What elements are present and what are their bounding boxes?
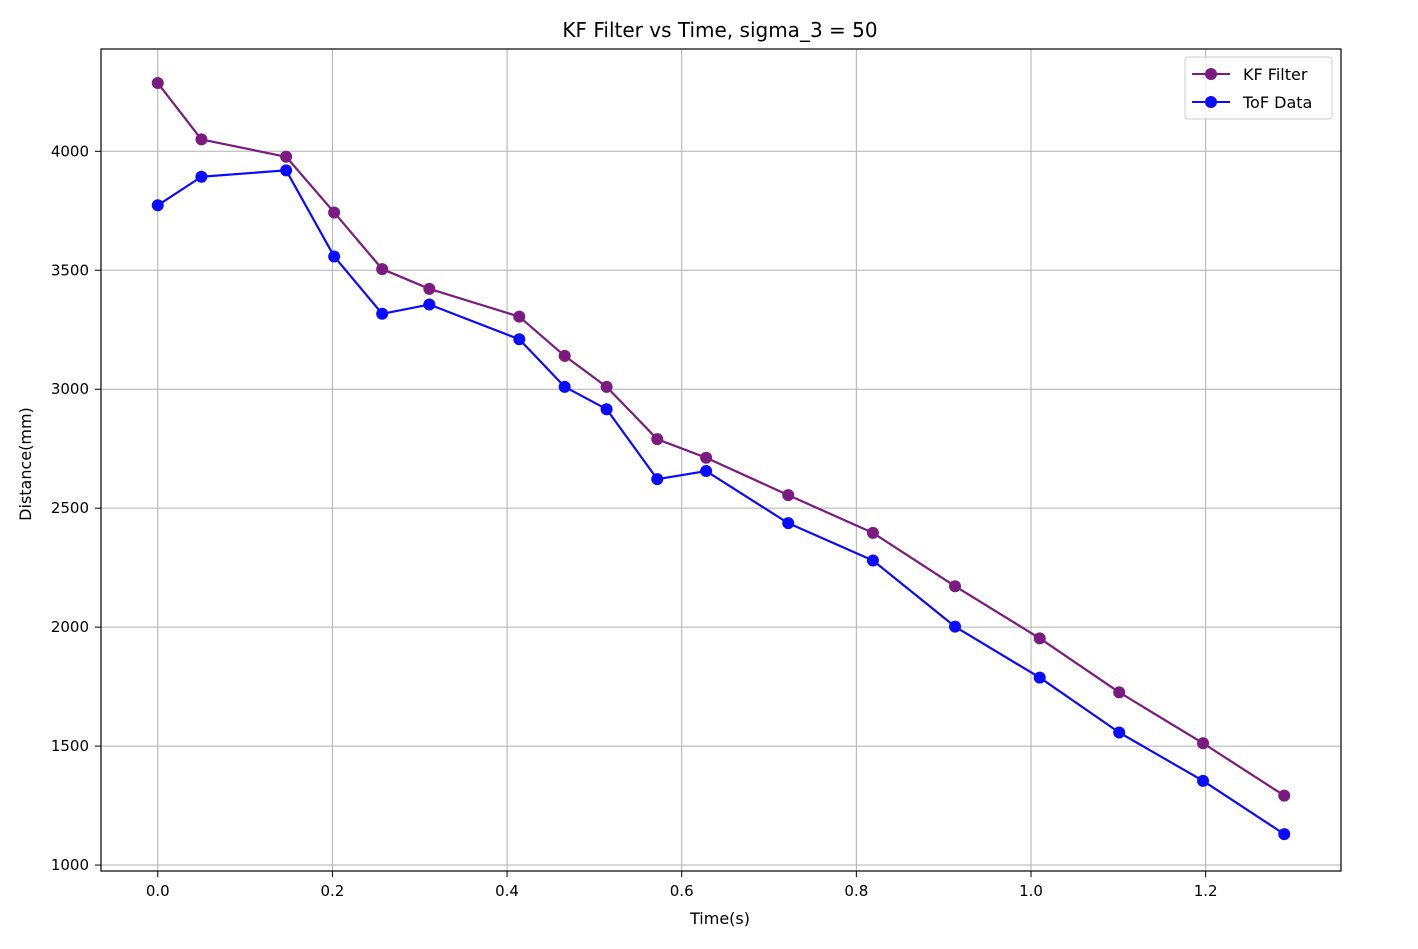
legend-marker-tof-data [1205, 96, 1217, 108]
data-point-kf-filter [423, 282, 436, 295]
data-point-tof-data [782, 517, 795, 530]
data-point-tof-data [866, 554, 879, 567]
legend: KF Filter ToF Data [1184, 56, 1333, 120]
y-tick-label: 4000 [51, 142, 89, 160]
y-axis-label: Distance(mm) [16, 407, 35, 521]
y-tick-label: 3000 [51, 380, 89, 398]
data-point-tof-data [376, 307, 389, 320]
data-point-kf-filter [328, 206, 341, 219]
data-point-kf-filter [280, 150, 293, 163]
data-point-kf-filter [782, 489, 795, 502]
y-tick-label: 1000 [51, 856, 89, 874]
data-point-kf-filter [513, 310, 526, 323]
legend-label-kf-filter: KF Filter [1243, 65, 1308, 84]
x-tick-label: 1.0 [1019, 882, 1043, 900]
y-tick-label: 1500 [51, 737, 89, 755]
data-point-tof-data [558, 380, 571, 393]
data-point-tof-data [700, 465, 713, 478]
series-tof-data [151, 164, 1291, 841]
data-point-kf-filter [700, 451, 713, 464]
x-axis-label: Time(s) [689, 909, 750, 928]
data-point-tof-data [1113, 726, 1126, 739]
data-point-kf-filter [1033, 632, 1046, 645]
data-point-tof-data [1033, 671, 1046, 684]
series-kf-filter [151, 77, 1291, 802]
data-point-kf-filter [1278, 789, 1291, 802]
data-point-tof-data [195, 170, 208, 183]
data-point-tof-data [651, 473, 664, 486]
x-tick-label: 0.6 [670, 882, 694, 900]
x-tick-label: 0.8 [844, 882, 868, 900]
y-tick-label: 2000 [51, 618, 89, 636]
data-point-tof-data [280, 164, 293, 177]
data-point-tof-data [423, 298, 436, 311]
data-point-kf-filter [151, 77, 164, 90]
data-point-tof-data [151, 199, 164, 212]
data-point-tof-data [328, 250, 341, 263]
y-tick-label: 3500 [51, 261, 89, 279]
data-point-kf-filter [651, 433, 664, 446]
data-point-kf-filter [600, 380, 613, 393]
data-point-tof-data [1278, 828, 1291, 841]
data-point-kf-filter [558, 349, 571, 362]
x-tick-label: 1.2 [1194, 882, 1218, 900]
legend-marker-kf-filter [1205, 68, 1217, 80]
data-point-kf-filter [376, 263, 389, 276]
series-line-kf-filter [156, 82, 1285, 797]
series-line-tof-data [157, 169, 1285, 836]
data-point-kf-filter [195, 133, 208, 146]
grid-lines [101, 49, 1341, 871]
plot-frame [100, 48, 1342, 872]
data-point-tof-data [1197, 774, 1210, 787]
data-point-tof-data [949, 620, 962, 633]
data-point-tof-data [600, 403, 613, 416]
data-point-kf-filter [949, 580, 962, 593]
data-point-kf-filter [866, 526, 879, 539]
legend-label-tof-data: ToF Data [1242, 93, 1312, 112]
x-tick-label: 0.4 [495, 882, 519, 900]
x-tick-label: 0.0 [146, 882, 170, 900]
y-tick-label: 2500 [51, 499, 89, 517]
axis-ticks: 0.0 0.2 0.4 0.6 0.8 1.0 1.2 1000 1500 2000 2500 300… [51, 142, 1218, 900]
chart-title: KF Filter vs Time, sigma_3 = 50 [562, 18, 877, 42]
series-layer [151, 77, 1291, 841]
legend-box [1184, 56, 1333, 120]
data-point-tof-data [513, 333, 526, 346]
x-tick-label: 0.2 [320, 882, 344, 900]
data-point-kf-filter [1197, 737, 1210, 750]
data-point-kf-filter [1113, 686, 1126, 699]
